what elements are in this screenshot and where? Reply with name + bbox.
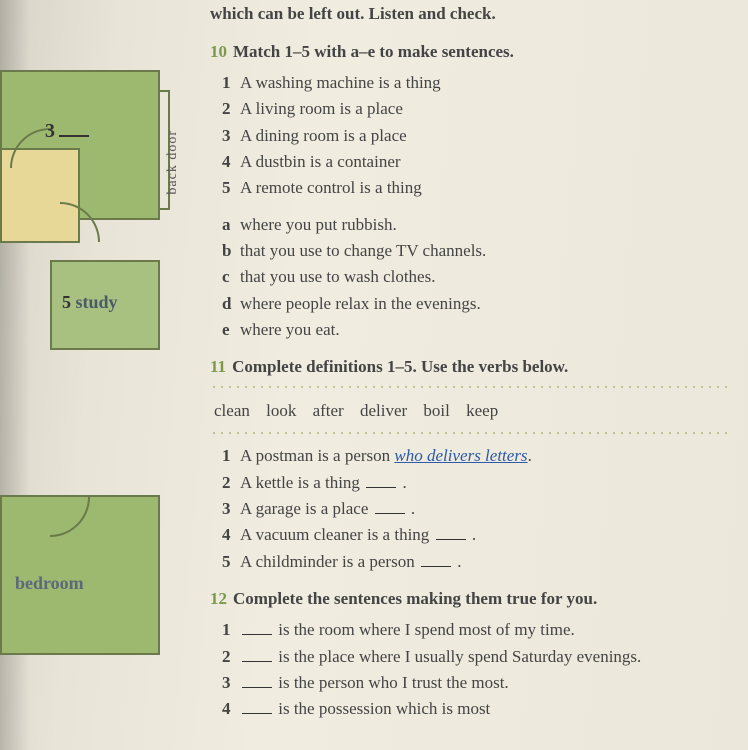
ex10-head: 10 Match 1–5 with a–e to make sentences.	[210, 42, 730, 62]
list-item: 4 is the possession which is most	[222, 696, 730, 722]
list-item: 3 is the person who I trust the most.	[222, 670, 730, 696]
study-text: study	[76, 292, 118, 312]
ex12-list: 1 is the room where I spend most of my t…	[222, 617, 730, 722]
bedroom-label: bedroom	[15, 573, 84, 594]
ex-num: 12	[210, 589, 227, 608]
wordbank: clean look after deliver boil keep	[210, 397, 730, 425]
list-item: 1A washing machine is a thing	[222, 70, 730, 96]
ex12-head: 12 Complete the sentences making them tru…	[210, 589, 730, 609]
list-item: 2 is the place where I usually spend Sat…	[222, 644, 730, 670]
list-item: 3A garage is a place .	[222, 496, 730, 522]
list-item: 3A dining room is a place	[222, 123, 730, 149]
list-item: 2A living room is a place	[222, 96, 730, 122]
dotted-top	[210, 385, 730, 389]
ex-title: Complete definitions 1–5. Use the verbs …	[232, 357, 568, 376]
list-item: 5A remote control is a thing	[222, 175, 730, 201]
dotted-bottom	[210, 431, 730, 435]
list-item: 2A kettle is a thing .	[222, 470, 730, 496]
ex-num: 11	[210, 357, 226, 376]
ex-num: 10	[210, 42, 227, 61]
label-num: 3	[45, 120, 55, 142]
study-label: 5 study	[62, 292, 118, 313]
list-item: 4A vacuum cleaner is a thing .	[222, 522, 730, 548]
ex-title: Complete the sentences making them true …	[233, 589, 597, 608]
list-item: awhere you put rubbish.	[222, 212, 730, 238]
floorplan-top: 3 back door 5 study	[0, 70, 175, 370]
ex10-numlist: 1A washing machine is a thing2A living r…	[222, 70, 730, 202]
ex-title: Match 1–5 with a–e to make sentences.	[233, 42, 514, 61]
list-item: 4A dustbin is a container	[222, 149, 730, 175]
list-item: dwhere people relax in the evenings.	[222, 291, 730, 317]
ex11-list: 1A postman is a person who delivers lett…	[222, 443, 730, 575]
room-label-3: 3	[45, 120, 89, 143]
content: which can be left out. Listen and check.…	[210, 0, 748, 723]
list-item: bthat you use to change TV channels.	[222, 238, 730, 264]
backdoor-label: back door	[165, 130, 181, 195]
top-instruction: which can be left out. Listen and check.	[210, 0, 730, 24]
floorplan-bottom: bedroom	[0, 495, 175, 745]
list-item: ewhere you eat.	[222, 317, 730, 343]
ex10-letlist: awhere you put rubbish.bthat you use to …	[222, 212, 730, 344]
ex11-head: 11 Complete definitions 1–5. Use the verb…	[210, 357, 730, 377]
list-item: 5A childminder is a person .	[222, 549, 730, 575]
study-num: 5	[62, 292, 71, 312]
list-item: 1 is the room where I spend most of my t…	[222, 617, 730, 643]
study-room: 5 study	[50, 260, 160, 350]
list-item: 1A postman is a person who delivers lett…	[222, 443, 730, 469]
list-item: cthat you use to wash clothes.	[222, 264, 730, 290]
